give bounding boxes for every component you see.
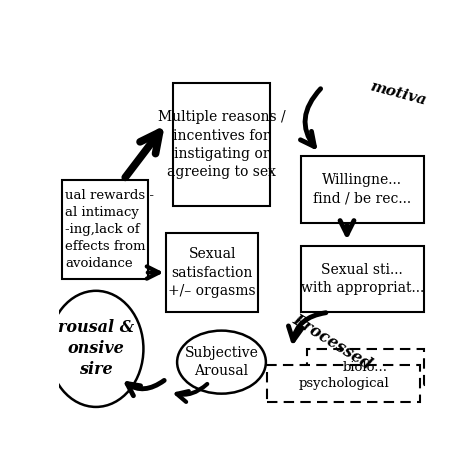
Text: Multiple reasons /
incentives for
instigating or
agreeing to sex: Multiple reasons / incentives for instig… <box>158 110 285 179</box>
Text: psychological: psychological <box>299 377 389 390</box>
Text: rousal &
onsive
sire: rousal & onsive sire <box>58 319 134 378</box>
Text: Sexual sti...
with appropriat...: Sexual sti... with appropriat... <box>301 263 424 295</box>
Text: Processed: Processed <box>289 311 374 374</box>
Ellipse shape <box>48 291 144 407</box>
Text: Willingne...
find / be rec...: Willingne... find / be rec... <box>313 173 411 206</box>
Bar <box>166 233 258 312</box>
Text: motiva: motiva <box>368 79 428 108</box>
Text: Subjective
Arousal: Subjective Arousal <box>184 346 258 378</box>
Bar <box>307 349 424 385</box>
Bar <box>301 156 424 223</box>
Bar <box>173 83 271 206</box>
Text: Sexual
satisfaction
+/– orgasms: Sexual satisfaction +/– orgasms <box>168 247 256 298</box>
Text: ual rewards -
al intimacy
-ing,lack of
effects from
avoidance: ual rewards - al intimacy -ing,lack of e… <box>65 189 155 270</box>
Bar <box>62 180 148 279</box>
Text: biolo...: biolo... <box>343 361 388 374</box>
Bar <box>301 246 424 312</box>
Bar <box>267 365 420 402</box>
Ellipse shape <box>177 331 266 393</box>
